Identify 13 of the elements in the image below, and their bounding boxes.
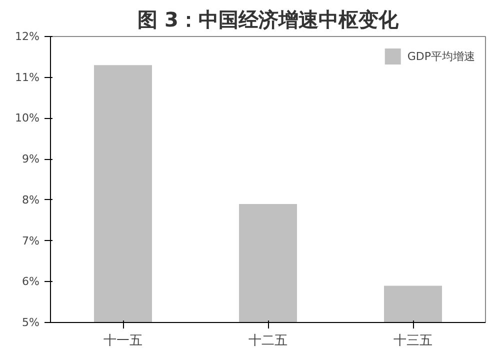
x-tick-label: 十一五: [104, 334, 142, 348]
y-tick-label: 5%: [22, 316, 40, 329]
y-tick-label: 8%: [22, 193, 40, 206]
x-tick-label: 十三五: [394, 334, 432, 348]
y-tick-label: 9%: [22, 152, 40, 166]
chart-title: 图 3：中国经济增速中枢变化: [138, 8, 400, 32]
legend-label: GDP平均增速: [407, 48, 475, 64]
y-tick-label: 12%: [15, 30, 40, 43]
y-tick-label: 7%: [22, 234, 40, 248]
y-tick-label: 6%: [22, 275, 40, 288]
y-tick-label: 11%: [15, 70, 40, 84]
y-tick-label: 10%: [15, 112, 40, 125]
x-tick-label: 十二五: [248, 334, 288, 348]
